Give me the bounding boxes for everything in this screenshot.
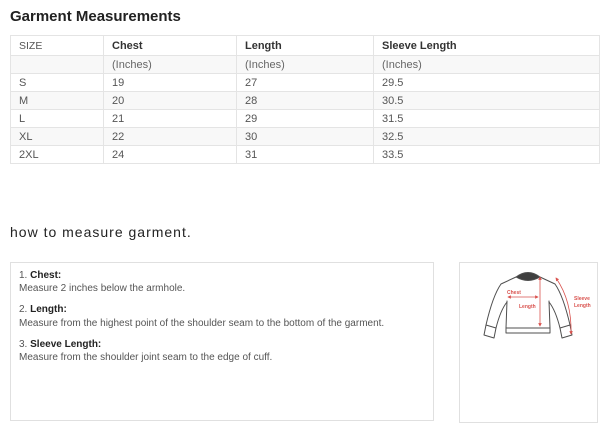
instruction-number: 1. (19, 270, 28, 281)
length-cell: 27 (236, 73, 374, 92)
units-cell: (Inches) (236, 55, 374, 74)
right-sleeve-inner (548, 301, 561, 329)
sleeve-length-arrow (555, 277, 573, 335)
right-cuff (559, 324, 573, 339)
table-row-s: S 19 27 29.5 (10, 73, 600, 92)
table-row-2xl: 2XL 24 31 33.5 (10, 145, 600, 164)
left-cuff (483, 324, 497, 339)
sleeve-cell: 33.5 (373, 145, 600, 164)
instruction-sleeve-length: 3. Sleeve Length: Measure from the shoul… (19, 338, 425, 364)
left-sleeve-inner (495, 301, 508, 329)
column-header-size: SIZE (10, 35, 104, 56)
sweater-measurement-diagram-icon: Chest Length Sleeve Length (483, 272, 591, 339)
table-row-l: L 21 29 31.5 (10, 109, 600, 128)
collar-shape (515, 272, 541, 281)
sleeve-cell: 29.5 (373, 73, 600, 92)
instruction-text: Measure 2 inches below the armhole. (19, 283, 186, 295)
table-units-row: (Inches) (Inches) (Inches) (10, 55, 600, 74)
chest-cell: 22 (103, 127, 237, 146)
instruction-heading: 1. Chest: (19, 269, 425, 282)
length-cell: 31 (236, 145, 374, 164)
hem-band (505, 327, 551, 334)
size-cell: L (10, 109, 104, 128)
instruction-text: Measure from the highest point of the sh… (19, 317, 385, 329)
sleeve-cell: 32.5 (373, 127, 600, 146)
sleeve-cell: 30.5 (373, 91, 600, 110)
instruction-text: Measure from the shoulder joint seam to … (19, 351, 273, 363)
units-cell: (Inches) (373, 55, 600, 74)
units-cell (10, 55, 104, 74)
column-header-length: Length (236, 35, 374, 56)
garment-diagram-panel: Chest Length Sleeve Length (459, 262, 598, 423)
sleeve-cell: 31.5 (373, 109, 600, 128)
table-row-m: M 20 28 30.5 (10, 91, 600, 110)
chest-cell: 20 (103, 91, 237, 110)
size-cell: 2XL (10, 145, 104, 164)
instruction-label: Length: (30, 304, 67, 316)
instruction-label: Sleeve Length: (30, 338, 102, 350)
table-header-row: SIZE Chest Length Sleeve Length (10, 35, 600, 56)
size-cell: S (10, 73, 104, 92)
sleeve-length-label: Sleeve Length (574, 296, 591, 309)
page-title: Garment Measurements (10, 8, 181, 25)
chest-cell: 24 (103, 145, 237, 164)
right-sleeve-outer (539, 276, 571, 326)
measuring-instructions-panel: 1. Chest: Measure 2 inches below the arm… (10, 262, 434, 421)
left-sleeve-outer (485, 276, 517, 326)
garment-measurements-table: SIZE Chest Length Sleeve Length (Inches)… (10, 35, 600, 164)
instruction-heading: 3. Sleeve Length: (19, 338, 425, 351)
instruction-chest: 1. Chest: Measure 2 inches below the arm… (19, 269, 425, 295)
instruction-number: 3. (19, 338, 28, 350)
sleeve-label-line1: Sleeve (574, 296, 590, 302)
length-cell: 30 (236, 127, 374, 146)
chest-cell: 21 (103, 109, 237, 128)
length-label: Length (519, 304, 536, 310)
instruction-length: 2. Length: Measure from the highest poin… (19, 303, 425, 329)
length-cell: 29 (236, 109, 374, 128)
instruction-label: Chest: (30, 270, 62, 281)
size-cell: XL (10, 127, 104, 146)
column-header-sleeve-length: Sleeve Length (373, 35, 600, 56)
chest-cell: 19 (103, 73, 237, 92)
instruction-heading: 2. Length: (19, 303, 425, 316)
length-cell: 28 (236, 91, 374, 110)
chest-label: Chest (507, 290, 521, 296)
instruction-number: 2. (19, 304, 28, 316)
size-cell: M (10, 91, 104, 110)
units-cell: (Inches) (103, 55, 237, 74)
table-row-xl: XL 22 30 32.5 (10, 127, 600, 146)
sleeve-label-line2: Length (574, 303, 591, 309)
how-to-measure-heading: how to measure garment. (10, 224, 192, 240)
column-header-chest: Chest (103, 35, 237, 56)
